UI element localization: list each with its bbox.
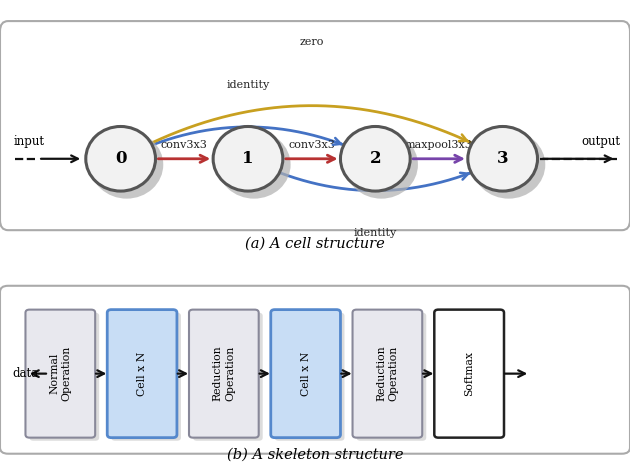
- FancyBboxPatch shape: [353, 309, 422, 437]
- Text: maxpool3x3: maxpool3x3: [405, 140, 473, 150]
- Text: Cell x N: Cell x N: [301, 351, 311, 396]
- FancyBboxPatch shape: [275, 313, 345, 441]
- Ellipse shape: [340, 127, 410, 191]
- Ellipse shape: [468, 127, 537, 191]
- FancyBboxPatch shape: [30, 313, 99, 441]
- Ellipse shape: [86, 127, 156, 191]
- Text: 2: 2: [370, 150, 381, 167]
- Text: Cell x N: Cell x N: [137, 351, 147, 396]
- Text: (b) A skeleton structure: (b) A skeleton structure: [227, 447, 403, 462]
- Text: 3: 3: [497, 150, 508, 167]
- Ellipse shape: [90, 131, 163, 198]
- FancyBboxPatch shape: [25, 309, 95, 437]
- Text: input: input: [13, 135, 44, 148]
- FancyBboxPatch shape: [193, 313, 263, 441]
- Text: conv3x3: conv3x3: [161, 140, 208, 150]
- Text: identity: identity: [353, 228, 397, 238]
- Text: identity: identity: [226, 80, 270, 90]
- Ellipse shape: [217, 131, 290, 198]
- Text: conv3x3: conv3x3: [288, 140, 335, 150]
- FancyBboxPatch shape: [112, 313, 181, 441]
- Text: Reduction
Operation: Reduction Operation: [376, 346, 399, 401]
- FancyBboxPatch shape: [0, 21, 630, 230]
- FancyBboxPatch shape: [107, 309, 177, 437]
- Text: 1: 1: [242, 150, 254, 167]
- Text: 0: 0: [115, 150, 127, 167]
- Text: zero: zero: [299, 38, 324, 48]
- Ellipse shape: [213, 127, 283, 191]
- Text: Softmax: Softmax: [464, 351, 474, 396]
- FancyBboxPatch shape: [0, 286, 630, 454]
- FancyBboxPatch shape: [434, 309, 504, 437]
- Text: data: data: [12, 367, 38, 380]
- FancyBboxPatch shape: [189, 309, 259, 437]
- Ellipse shape: [472, 131, 546, 198]
- Text: (a) A cell structure: (a) A cell structure: [245, 237, 385, 251]
- FancyBboxPatch shape: [357, 313, 427, 441]
- Ellipse shape: [345, 131, 418, 198]
- FancyBboxPatch shape: [271, 309, 340, 437]
- Text: Reduction
Operation: Reduction Operation: [213, 346, 235, 401]
- Text: Normal
Operation: Normal Operation: [49, 346, 72, 401]
- Text: output: output: [581, 135, 620, 148]
